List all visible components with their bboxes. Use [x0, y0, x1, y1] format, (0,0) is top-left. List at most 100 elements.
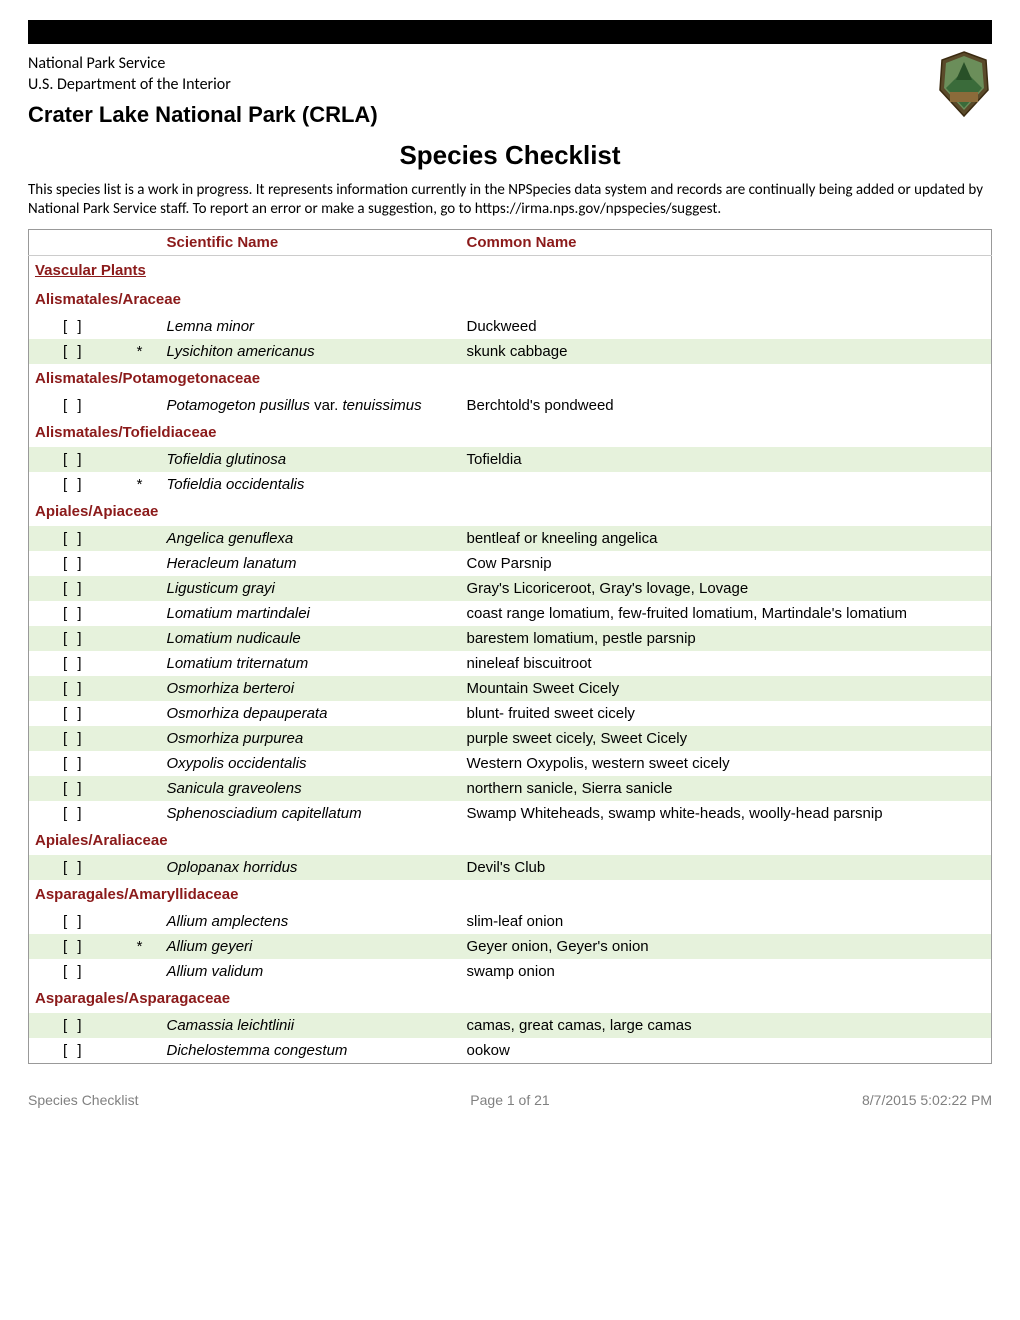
scientific-name: Allium amplectens: [161, 909, 461, 934]
scientific-name: Lomatium nudicaule: [161, 626, 461, 651]
table-row: [ ]Osmorhiza berteroiMountain Sweet Cice…: [29, 676, 992, 701]
star-cell: [119, 959, 161, 984]
table-row: [ ]Sanicula graveolensnorthern sanicle, …: [29, 776, 992, 801]
checkbox-cell: [ ]: [29, 339, 119, 364]
star-cell: [119, 526, 161, 551]
scientific-name: Osmorhiza berteroi: [161, 676, 461, 701]
scientific-name: Angelica genuflexa: [161, 526, 461, 551]
table-row: Apiales/Araliaceae: [29, 826, 992, 855]
common-name: Duckweed: [461, 314, 992, 339]
table-row: [ ]Lomatium triternatumnineleaf biscuitr…: [29, 651, 992, 676]
star-cell: [119, 576, 161, 601]
common-name: Gray's Licoriceroot, Gray's lovage, Lova…: [461, 576, 992, 601]
star-cell: [119, 314, 161, 339]
star-cell: [119, 751, 161, 776]
scientific-name: Lomatium triternatum: [161, 651, 461, 676]
table-row: [ ]*Allium geyeriGeyer onion, Geyer's on…: [29, 934, 992, 959]
checkbox-cell: [ ]: [29, 959, 119, 984]
checkbox-cell: [ ]: [29, 855, 119, 880]
common-name: purple sweet cicely, Sweet Cicely: [461, 726, 992, 751]
table-row: Vascular Plants: [29, 255, 992, 285]
col-header-blank2: [119, 229, 161, 255]
scientific-name: Tofieldia glutinosa: [161, 447, 461, 472]
checkbox-cell: [ ]: [29, 909, 119, 934]
common-name: coast range lomatium, few-fruited lomati…: [461, 601, 992, 626]
star-cell: [119, 909, 161, 934]
scientific-name: Allium validum: [161, 959, 461, 984]
footer-timestamp: 8/7/2015 5:02:22 PM: [732, 1092, 992, 1108]
table-row: Asparagales/Asparagaceae: [29, 984, 992, 1013]
family-label: Apiales/Apiaceae: [29, 497, 992, 526]
star-cell: [119, 1013, 161, 1038]
table-row: [ ]Allium amplectensslim-leaf onion: [29, 909, 992, 934]
checkbox-cell: [ ]: [29, 801, 119, 826]
table-row: [ ] Angelica genuflexabentleaf or kneelin…: [29, 526, 992, 551]
table-row: [ ]Oxypolis occidentalisWestern Oxypolis…: [29, 751, 992, 776]
common-name: swamp onion: [461, 959, 992, 984]
star-cell: *: [119, 934, 161, 959]
common-name: Devil's Club: [461, 855, 992, 880]
star-cell: [119, 701, 161, 726]
page-footer: Species Checklist Page 1 of 21 8/7/2015 …: [0, 1064, 1020, 1108]
star-cell: [119, 601, 161, 626]
checkbox-cell: [ ]: [29, 1013, 119, 1038]
col-header-common: Common Name: [461, 229, 992, 255]
scientific-name: Sphenosciadium capitellatum: [161, 801, 461, 826]
family-label: Apiales/Araliaceae: [29, 826, 992, 855]
common-name: blunt- fruited sweet cicely: [461, 701, 992, 726]
scientific-name: Oxypolis occidentalis: [161, 751, 461, 776]
checkbox-cell: [ ]: [29, 314, 119, 339]
family-label: Alismatales/Araceae: [29, 285, 992, 314]
table-row: Alismatales/Potamogetonaceae: [29, 364, 992, 393]
scientific-name: Lomatium martindalei: [161, 601, 461, 626]
major-group-label: Vascular Plants: [29, 255, 992, 285]
scientific-name: Lysichiton americanus: [161, 339, 461, 364]
scientific-name: Ligusticum grayi: [161, 576, 461, 601]
checkbox-cell: [ ]: [29, 472, 119, 497]
common-name: bentleaf or kneeling angelica: [461, 526, 992, 551]
agency-name: National Park Service: [28, 54, 992, 73]
park-name: Crater Lake National Park (CRLA): [28, 102, 992, 128]
table-row: [ ]Heracleum lanatumCow Parsnip: [29, 551, 992, 576]
species-table: Scientific Name Common Name Vascular Pla…: [28, 229, 992, 1064]
table-row: [ ]Oplopanax horridusDevil's Club: [29, 855, 992, 880]
top-black-bar: [28, 20, 992, 44]
checkbox-cell: [ ]: [29, 776, 119, 801]
checkbox-cell: [ ]: [29, 726, 119, 751]
common-name: skunk cabbage: [461, 339, 992, 364]
star-cell: [119, 1038, 161, 1064]
table-row: Asparagales/Amaryllidaceae: [29, 880, 992, 909]
family-label: Asparagales/Amaryllidaceae: [29, 880, 992, 909]
star-cell: *: [119, 472, 161, 497]
checkbox-cell: [ ]: [29, 601, 119, 626]
star-cell: [119, 393, 161, 418]
family-label: Alismatales/Potamogetonaceae: [29, 364, 992, 393]
table-row: [ ] Sphenosciadium capitellatumSwamp Whit…: [29, 801, 992, 826]
checkbox-cell: [ ]: [29, 626, 119, 651]
common-name: Swamp Whiteheads, swamp white-heads, woo…: [461, 801, 992, 826]
checkbox-cell: [ ]: [29, 651, 119, 676]
scientific-name: Heracleum lanatum: [161, 551, 461, 576]
common-name: barestem lomatium, pestle parsnip: [461, 626, 992, 651]
family-label: Asparagales/Asparagaceae: [29, 984, 992, 1013]
checkbox-cell: [ ]: [29, 701, 119, 726]
checkbox-cell: [ ]: [29, 751, 119, 776]
table-row: [ ] Lomatium martindaleicoast range lomat…: [29, 601, 992, 626]
star-cell: *: [119, 339, 161, 364]
table-row: Alismatales/Araceae: [29, 285, 992, 314]
table-row: [ ]Dichelostemma congestumookow: [29, 1038, 992, 1064]
checkbox-cell: [ ]: [29, 526, 119, 551]
page-title: Species Checklist: [0, 140, 1020, 171]
star-cell: [119, 676, 161, 701]
nps-logo: [936, 50, 992, 123]
common-name: Tofieldia: [461, 447, 992, 472]
checkbox-cell: [ ]: [29, 393, 119, 418]
table-row: [ ]Ligusticum grayiGray's Licoriceroot, …: [29, 576, 992, 601]
scientific-name: Sanicula graveolens: [161, 776, 461, 801]
table-row: [ ] Allium validumswamp onion: [29, 959, 992, 984]
scientific-name: Osmorhiza purpurea: [161, 726, 461, 751]
scientific-name: Lemna minor: [161, 314, 461, 339]
table-row: Apiales/Apiaceae: [29, 497, 992, 526]
star-cell: [119, 651, 161, 676]
department-name: U.S. Department of the Interior: [28, 75, 992, 94]
